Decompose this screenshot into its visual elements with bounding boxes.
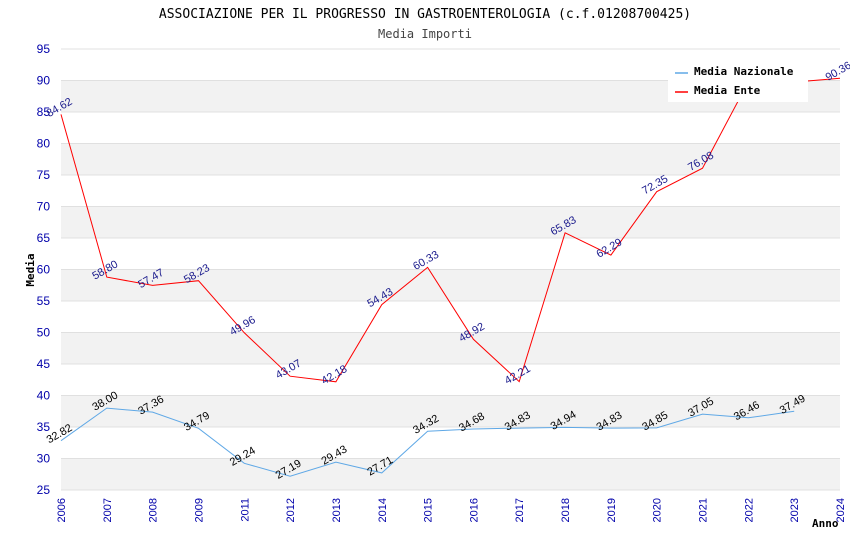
y-tick-label: 40	[37, 389, 51, 403]
y-tick-label: 60	[37, 263, 51, 277]
y-tick-label: 35	[37, 420, 51, 434]
y-tick-label: 85	[37, 105, 51, 119]
x-tick-label: 2014	[377, 498, 389, 522]
series-line-nazionale	[60, 407, 795, 477]
x-tick-label: 2012	[285, 498, 297, 522]
x-tick-label: 2009	[193, 498, 205, 522]
y-tick-label: 90	[37, 74, 51, 88]
x-tick-label: 2013	[331, 498, 343, 522]
y-axis-ticks: 25 30 35 40 45 50 55 60 65 70 75 80 85 90 95	[37, 42, 51, 497]
grid-band	[61, 301, 840, 333]
series-lines	[60, 77, 841, 477]
x-tick-label: 2023	[789, 498, 801, 522]
legend-label-nazionale: Media Nazionale	[694, 65, 794, 78]
y-tick-label: 70	[37, 200, 51, 214]
series-line-ente	[60, 77, 841, 383]
x-tick-label: 2021	[698, 498, 710, 522]
legend-box	[668, 60, 808, 102]
x-axis-ticks: 2006 2007 2008 2009 2011 2012 2013 2014 2015 2016…	[56, 498, 847, 522]
y-tick-label: 25	[37, 483, 51, 497]
x-tick-label: 2020	[652, 498, 664, 522]
y-tick-label: 75	[37, 168, 51, 182]
y-tick-label: 30	[37, 452, 51, 466]
y-tick-label: 65	[37, 231, 51, 245]
x-tick-label: 2006	[56, 498, 68, 522]
chart-title: ASSOCIAZIONE PER IL PROGRESSO IN GASTROE…	[159, 7, 691, 22]
y-tick-label: 45	[37, 357, 51, 371]
x-tick-label: 2017	[514, 498, 526, 522]
grid-band	[61, 238, 840, 270]
x-tick-label: 2015	[423, 498, 435, 522]
x-tick-label: 2008	[148, 498, 160, 522]
x-tick-label: 2011	[239, 498, 251, 522]
y-tick-label: 55	[37, 294, 51, 308]
x-tick-label: 2019	[606, 498, 618, 522]
grid-band	[61, 175, 840, 207]
legend-label-ente: Media Ente	[694, 84, 761, 97]
chart-subtitle: Media Importi	[378, 27, 472, 41]
y-axis-title: Media	[24, 253, 37, 286]
y-tick-label: 95	[37, 42, 51, 56]
grid-band	[61, 112, 840, 144]
grid-band	[61, 332, 840, 364]
grid-band	[61, 206, 840, 238]
grid-band	[61, 143, 840, 175]
grid-band	[61, 269, 840, 301]
x-tick-label: 2016	[468, 498, 480, 522]
x-tick-label: 2018	[560, 498, 572, 522]
x-tick-label: 2007	[102, 498, 114, 522]
grid-bands	[61, 48, 840, 491]
grid-band	[61, 427, 840, 459]
y-tick-label: 50	[37, 326, 51, 340]
x-tick-label: 2022	[743, 498, 755, 522]
x-axis-title: Anno	[812, 517, 839, 530]
grid-band	[61, 458, 840, 490]
y-tick-label: 80	[37, 137, 51, 151]
grid-band	[61, 395, 840, 427]
grid-band	[61, 364, 840, 396]
x-tick-label: 2024	[835, 498, 847, 522]
legend: Media Nazionale Media Ente	[668, 60, 808, 102]
